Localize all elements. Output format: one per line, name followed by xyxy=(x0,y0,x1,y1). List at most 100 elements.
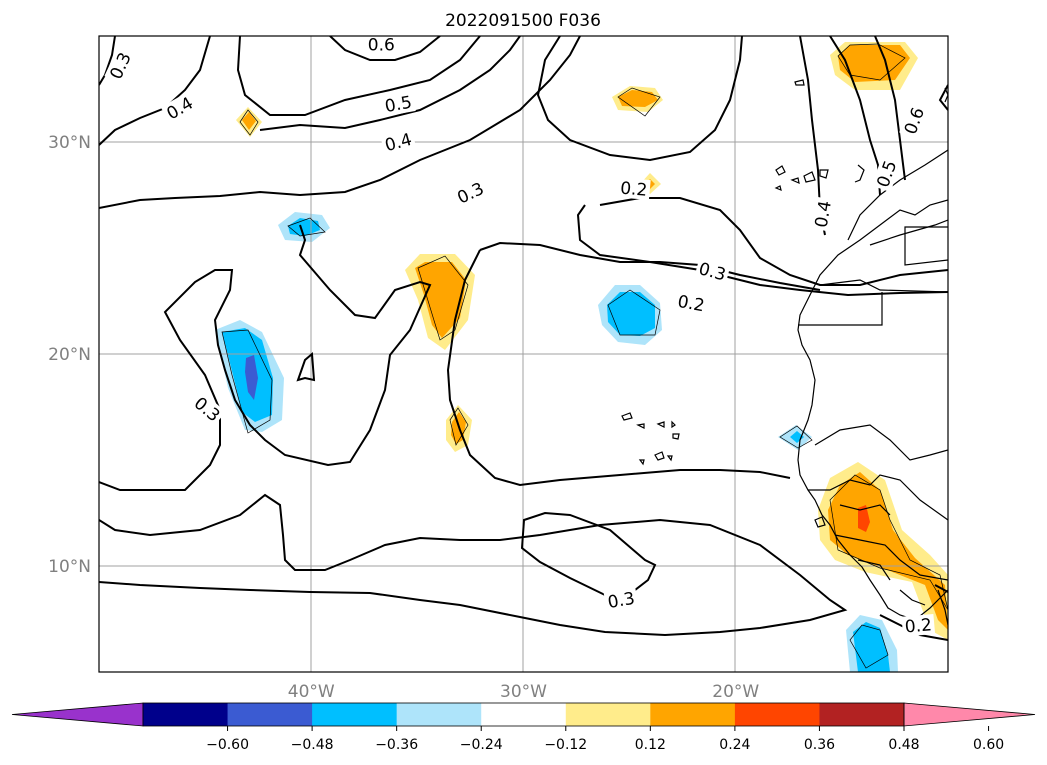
contour-0-2-n xyxy=(536,36,743,162)
border-1 xyxy=(904,226,948,266)
lon-tick-label: 20°W xyxy=(712,682,759,702)
border-5 xyxy=(808,474,948,521)
border-11 xyxy=(899,589,926,606)
border-7 xyxy=(834,534,948,581)
colorbar-tick-label: 0.60 xyxy=(973,737,1004,753)
contour-0-3-nw xyxy=(99,36,116,86)
contour-label-text: 0.3 xyxy=(696,259,727,285)
colorbar-extend-low xyxy=(11,702,144,727)
cv-1 xyxy=(621,412,633,421)
lon-tick-label: 40°W xyxy=(288,682,335,702)
contour-se-small xyxy=(934,584,948,593)
contour-label: 0.6 xyxy=(899,102,929,140)
colorbar-tick-label: −0.48 xyxy=(291,737,334,753)
cv-3 xyxy=(656,421,665,428)
cv-4 xyxy=(671,420,676,429)
axis-labels: 30°N 20°N 10°N 40°W 30°W 20°W xyxy=(48,133,759,702)
colorbar-tick-label: −0.60 xyxy=(206,737,249,753)
contour-labels: 0.30.40.60.50.40.3 0.20.30.20.40.50.60.30… xyxy=(104,35,936,637)
shade-neg-mid xyxy=(607,292,655,336)
colorbar-bin xyxy=(734,703,820,726)
map-area: 0.30.40.60.50.40.3 0.20.30.20.40.50.60.30… xyxy=(99,35,948,672)
colorbar-tick-label: −0.24 xyxy=(460,737,503,753)
contour-label-bg xyxy=(451,177,490,209)
contour-label-text: 0.6 xyxy=(368,35,395,55)
contour-label: 0.5 xyxy=(380,91,416,117)
contour-label-text: 0.2 xyxy=(676,292,706,316)
shade-pos-mid xyxy=(415,262,466,338)
island-3 xyxy=(803,171,816,183)
contour-label: 0.6 xyxy=(365,35,398,55)
colorbar-tick-label: 0.48 xyxy=(888,737,919,753)
shade-pos-ne xyxy=(838,45,910,82)
colorbar-bin xyxy=(396,703,482,726)
contour-label-bg xyxy=(673,290,709,316)
colorbar-bin xyxy=(565,703,651,726)
cv-7 xyxy=(654,451,665,461)
contour-label: 0.2 xyxy=(617,177,651,201)
contour-label-bg xyxy=(104,46,137,85)
contour-label-bg xyxy=(901,614,936,637)
lon-tick-label: 30°W xyxy=(500,682,547,702)
colorbar-bin xyxy=(312,703,398,726)
map-frame xyxy=(98,35,949,673)
lat-tick-label: 20°N xyxy=(48,345,91,365)
contour-0-3-center xyxy=(446,249,791,487)
border-2 xyxy=(819,279,948,293)
contour-0-5-n xyxy=(236,36,481,116)
contour-label: 0.3 xyxy=(451,177,490,209)
contour-label-bg xyxy=(380,128,417,156)
contour-0-3-n xyxy=(99,36,581,209)
contour-label-bg xyxy=(871,155,902,193)
contour-0-3-loop xyxy=(296,351,316,382)
contour-label-text: 0.5 xyxy=(383,93,413,117)
colorbar-bin xyxy=(481,703,567,726)
colorbar-bin xyxy=(819,703,905,726)
border-3 xyxy=(798,292,883,326)
contour-label: 0.2 xyxy=(901,614,936,637)
contour-label-text: 0.2 xyxy=(904,615,933,637)
cv-5 xyxy=(672,433,680,440)
contour-label-bg xyxy=(188,391,226,428)
gridlines xyxy=(99,36,948,672)
contour-label-bg xyxy=(810,196,836,232)
lat-tick-label: 10°N xyxy=(48,557,91,577)
contour-0-2-south xyxy=(479,241,821,291)
contour-label-text: 0.3 xyxy=(190,394,224,427)
colorbar-tick-label: 0.12 xyxy=(635,737,666,753)
border-4 xyxy=(814,424,948,461)
border-12 xyxy=(937,589,948,626)
shade-outlines xyxy=(221,43,948,669)
coastlines xyxy=(621,79,948,626)
contour-label: 0.2 xyxy=(673,290,709,316)
contour-label-text: 0.3 xyxy=(606,589,636,613)
border-6 xyxy=(839,504,891,516)
contour-label-bg xyxy=(899,102,929,140)
colorbar-tick-label: 0.24 xyxy=(719,737,750,753)
colorbar-bin xyxy=(143,703,229,726)
contour-label-bg xyxy=(160,91,199,125)
contour-0-3-big xyxy=(599,197,948,286)
contour-label: 0.4 xyxy=(810,196,836,232)
lat-tick-label: 30°N xyxy=(48,133,91,153)
contour-0-3-bottom xyxy=(99,493,848,637)
shade-pos-africa-core xyxy=(858,505,870,532)
contour-label-text: 0.2 xyxy=(619,178,648,200)
island-5 xyxy=(774,185,782,191)
shade-pos-small-1 xyxy=(618,90,658,107)
colorbar-tick-label: −0.36 xyxy=(375,737,418,753)
island-w-africa xyxy=(814,516,826,528)
colorbar-bin xyxy=(650,703,736,726)
cv-8 xyxy=(666,455,673,462)
colorbar-tick-label: −0.12 xyxy=(544,737,587,753)
contour-0-6-ne xyxy=(874,36,906,181)
africa-coast xyxy=(797,199,948,621)
border-10 xyxy=(857,559,891,581)
colorbar: −0.60 −0.48 −0.36 −0.24 −0.12 0.12 0.24 0.36 0.4… xyxy=(11,702,1036,753)
contour-label: 0.4 xyxy=(160,91,199,125)
island-2 xyxy=(790,177,800,185)
contour-label-bg xyxy=(694,257,731,286)
contour-0-6-n xyxy=(329,36,441,61)
contour-label: 0.3 xyxy=(603,587,639,613)
cv-2 xyxy=(636,423,645,429)
